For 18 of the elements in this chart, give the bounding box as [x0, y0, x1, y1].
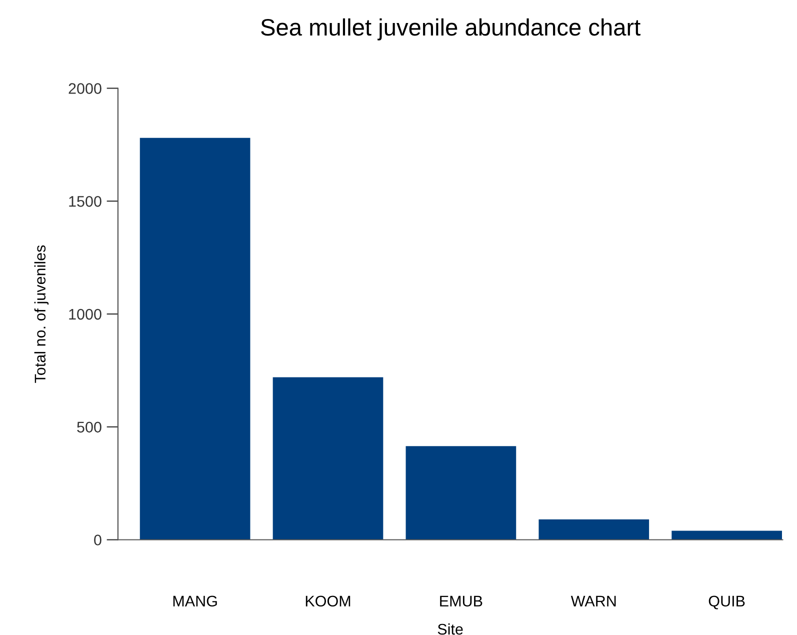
x-tick-label: WARN	[570, 596, 616, 606]
y-tick-label: 2000	[68, 83, 102, 94]
y-tick-label: 1500	[69, 196, 102, 207]
y-tick-label: 500	[77, 422, 102, 433]
bar	[538, 519, 650, 540]
bar	[672, 530, 782, 540]
bar	[272, 377, 384, 540]
bar	[406, 446, 516, 540]
y-axis-title: Total no. of juveniles	[34, 245, 49, 383]
x-axis-title: Site	[438, 623, 463, 635]
x-tick-label: QUIB	[708, 596, 745, 610]
y-tick-label: 0	[94, 534, 102, 546]
x-tick-label: EMUB	[440, 596, 482, 607]
bar	[140, 138, 250, 540]
x-tick-label: KOOM	[306, 596, 350, 607]
x-tick-label: MANG	[173, 596, 217, 607]
chart-title: Sea mullet juvenile abundance chart	[261, 18, 640, 40]
y-tick-label: 1000	[69, 308, 102, 320]
